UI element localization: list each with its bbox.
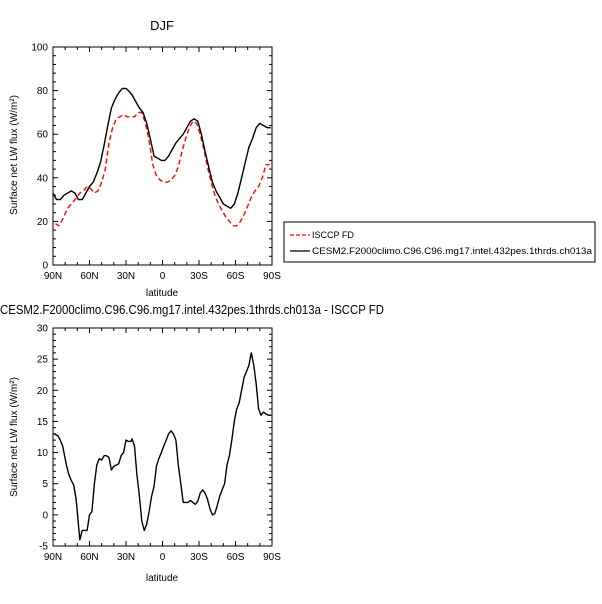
panel-top: DJF latitude Surface net LW flux (W/m²) … [9,18,281,299]
legend-box [283,221,596,263]
panel-bottom-ytick-label: 10 [37,448,49,459]
panel-bottom-frame [52,327,273,547]
panel-top-xtick-label: 0 [160,271,166,282]
panel-top-xtick-label: 30N [117,271,135,282]
panel-bottom-xlabel: latitude [146,573,179,584]
panel-top-ytick-label: 20 [37,217,49,228]
panel-top-ytick-label: 100 [31,43,48,54]
panel-bottom-ytick-label: 5 [42,479,48,490]
panel-top-title: DJF [150,18,174,33]
panel-bottom-title: CESM2.F2000climo.C96.C96.mg17.intel.432p… [0,302,384,317]
panel-top-xtick-label: 90S [263,271,281,282]
panel-bottom-ytick-label: -5 [39,542,48,553]
panel-top-xtick-label: 60S [227,271,245,282]
panel-top-series-line-1 [52,87,271,210]
panel-bottom-ytick-label: 20 [37,386,49,397]
panel-bottom-ylabel: Surface net LW flux (W/m²) [9,377,20,497]
panel-top-xtick-label: 90N [44,271,62,282]
panel-top-frame [52,46,273,266]
panel-bottom-series-line-0 [53,352,271,541]
panel-top-ytick-label: 80 [37,86,49,97]
panel-top-xtick-label: 60N [80,271,98,282]
panel-bottom-ytick-label: 25 [37,355,49,366]
panel-top-series-line-0 [55,111,270,227]
panel-bottom-xtick-label: 0 [160,552,166,563]
panel-bottom-ytick-label: 30 [37,324,49,335]
legend-label-cesm2: CESM2.F2000climo.C96.C96.mg17.intel.432p… [312,246,592,256]
panel-bottom-xtick-label: 90N [44,552,62,563]
panel-top-ylabel: Surface net LW flux (W/m²) [9,95,20,215]
panel-bottom-xtick-label: 30S [190,552,208,563]
panel-bottom-series [53,352,271,541]
legend: ISCCP FD CESM2.F2000climo.C96.C96.mg17.i… [283,221,596,263]
panel-bottom: CESM2.F2000climo.C96.C96.mg17.intel.432p… [0,302,384,584]
panel-top-ticks: 90N 60N 30N 0 30S 60S 90S 0 20 40 60 80 100 [31,43,281,283]
panel-top-xlabel: latitude [146,288,179,299]
panel-bottom-xtick-label: 90S [263,552,281,563]
panel-bottom-xtick-label: 60S [227,552,245,563]
panel-top-ytick-label: 60 [37,130,49,141]
panel-top-ytick-label: 0 [42,261,48,272]
panel-bottom-ytick-label: 15 [37,417,49,428]
panel-bottom-xtick-label: 60N [80,552,98,563]
legend-label-isccp: ISCCP FD [312,230,354,240]
panel-top-xtick-label: 30S [190,271,208,282]
panel-top-ytick-label: 40 [37,173,49,184]
panel-bottom-ytick-label: 0 [42,510,48,521]
panel-top-series [52,87,271,227]
panel-bottom-xtick-label: 30N [117,552,135,563]
panel-bottom-ticks: 90N 60N 30N 0 30S 60S 90S -5 0 5 10 15 20 25 30 [37,324,281,564]
